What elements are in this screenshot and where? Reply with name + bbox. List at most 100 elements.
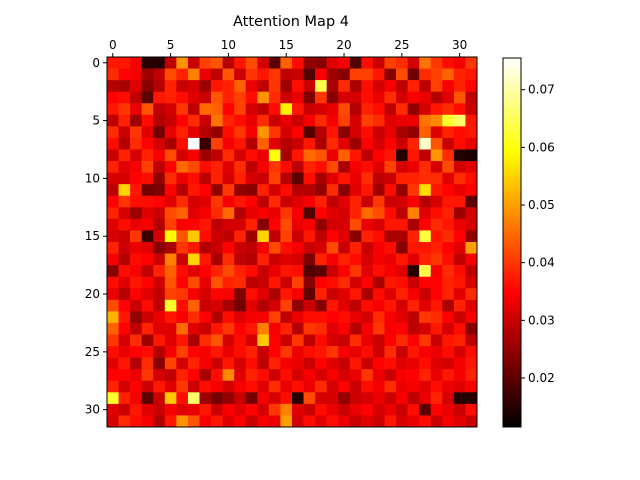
colorbar	[502, 57, 522, 428]
heatmap-cell	[349, 334, 362, 347]
heatmap-cell	[303, 218, 316, 231]
x-axis-top: 0 5 10 15 20 25 30	[109, 38, 467, 57]
heatmap-cell	[176, 380, 189, 393]
heatmap-cell	[211, 137, 223, 150]
heatmap-cell	[280, 265, 293, 277]
heatmap-cell	[187, 114, 200, 127]
heatmap-cell	[107, 311, 119, 324]
heatmap-cell	[361, 57, 374, 69]
heatmap-cell	[107, 68, 119, 81]
heatmap-cell	[280, 184, 293, 197]
heatmap-cell	[199, 242, 212, 254]
heatmap-cell	[234, 415, 247, 428]
heatmap-cell	[326, 161, 339, 173]
heatmap-cell	[118, 346, 131, 358]
heatmap-cell	[361, 114, 374, 127]
heatmap-cell	[211, 253, 223, 266]
heatmap-cell	[396, 195, 408, 208]
heatmap-cell	[430, 392, 443, 405]
heatmap-cell	[176, 322, 189, 335]
heatmap-cell	[303, 392, 316, 405]
heatmap-cell	[361, 253, 374, 266]
heatmap-cell	[349, 195, 362, 208]
heatmap-cell	[326, 265, 339, 277]
heatmap-cell	[372, 103, 385, 116]
heatmap-cell	[396, 392, 408, 405]
heatmap-cell	[372, 80, 385, 92]
heatmap-cell	[130, 207, 142, 220]
heatmap-cell	[245, 322, 258, 335]
heatmap-cell	[164, 103, 177, 116]
heatmap-cell	[326, 230, 339, 243]
heatmap-cell	[245, 80, 258, 92]
heatmap-cell	[430, 126, 443, 139]
heatmap-cell	[176, 403, 189, 416]
heatmap-cell	[372, 299, 385, 312]
heatmap-cell	[349, 207, 362, 220]
y-tick-label: 5	[92, 114, 100, 128]
heatmap-cell	[396, 80, 408, 92]
heatmap-cell	[187, 392, 200, 405]
heatmap-cell	[407, 288, 420, 301]
heatmap-cell	[349, 230, 362, 243]
heatmap-cell	[361, 276, 374, 289]
heatmap-cell	[280, 415, 293, 428]
heatmap-cell	[442, 161, 455, 173]
heatmap-cell	[372, 68, 385, 81]
heatmap-cell	[141, 265, 154, 277]
heatmap-cell	[199, 126, 212, 139]
heatmap-cell	[315, 80, 327, 92]
heatmap-cell	[187, 415, 200, 428]
heatmap-cell	[338, 265, 351, 277]
heatmap-cell	[234, 137, 247, 150]
heatmap-cell	[187, 184, 200, 197]
heatmap-cell	[153, 114, 166, 127]
heatmap-cell	[107, 369, 119, 382]
heatmap-cell	[130, 242, 142, 254]
heatmap-cell	[211, 80, 223, 92]
heatmap-cell	[199, 137, 212, 150]
heatmap-cell	[257, 346, 270, 358]
heatmap-cell	[268, 195, 281, 208]
heatmap-cell	[211, 369, 223, 382]
heatmap-cell	[338, 195, 351, 208]
heatmap-cell	[176, 184, 189, 197]
heatmap-cell	[396, 137, 408, 150]
heatmap-cell	[199, 184, 212, 197]
heatmap-cell	[164, 346, 177, 358]
heatmap-cell	[187, 172, 200, 185]
heatmap-cell	[384, 346, 397, 358]
colorbar-tick-label: 0.03	[528, 313, 555, 327]
heatmap-cell	[361, 230, 374, 243]
heatmap-cell	[176, 195, 189, 208]
heatmap-cell	[130, 149, 142, 162]
heatmap-cell	[361, 346, 374, 358]
heatmap-cell	[118, 126, 131, 139]
heatmap-cell	[315, 103, 327, 116]
heatmap-cell	[199, 230, 212, 243]
heatmap-cell	[222, 103, 235, 116]
heatmap-cell	[211, 230, 223, 243]
heatmap-cell	[141, 415, 154, 428]
heatmap-cell	[349, 161, 362, 173]
heatmap-cell	[453, 242, 466, 254]
heatmap-cell	[164, 230, 177, 243]
heatmap-cell	[211, 114, 223, 127]
heatmap-cell	[384, 137, 397, 150]
colorbar-tick-label: 0.04	[528, 256, 555, 270]
heatmap-cell	[430, 369, 443, 382]
heatmap-cell	[442, 137, 455, 150]
heatmap-cell	[292, 230, 304, 243]
heatmap-cell	[107, 276, 119, 289]
heatmap-cell	[407, 334, 420, 347]
heatmap-cell	[384, 218, 397, 231]
heatmap-cell	[268, 161, 281, 173]
heatmap-cell	[303, 265, 316, 277]
heatmap-cell	[141, 68, 154, 81]
heatmap-cell	[130, 415, 142, 428]
heatmap-cell	[338, 149, 351, 162]
heatmap-cell	[187, 103, 200, 116]
heatmap-cell	[234, 253, 247, 266]
heatmap-cell	[349, 114, 362, 127]
x-tick-label: 25	[394, 38, 409, 52]
